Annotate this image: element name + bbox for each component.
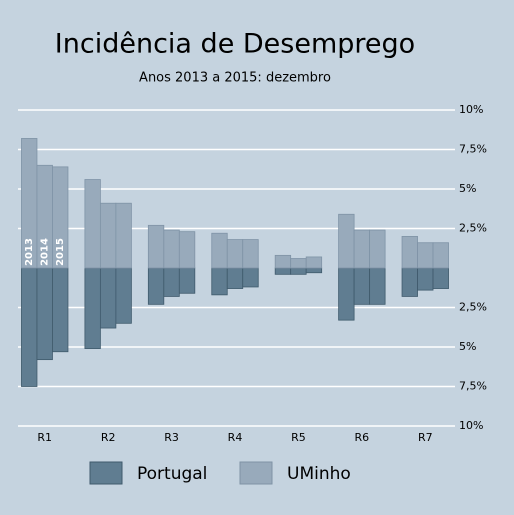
bar [401,235,418,269]
bar [226,239,244,269]
bar [52,166,69,269]
chart-subtitle: Anos 2013 a 2015: dezembro [139,71,331,86]
bar [163,229,180,269]
x-tick-label: R7 [418,431,433,444]
bar [84,267,101,349]
y-tick-label: 2,5% [459,301,487,314]
bar [226,267,244,289]
bar [274,267,292,275]
legend-swatch [89,461,123,485]
x-tick-label: R6 [355,431,370,444]
bar [242,239,259,269]
bar [274,254,292,269]
bar [353,267,371,305]
bar [21,267,38,387]
bar [99,267,117,329]
x-tick-label: R5 [291,431,306,444]
chart-title: Incidência de Desemprego [55,29,415,60]
bar [290,258,307,269]
bar [36,267,53,361]
bar [99,202,117,269]
year-label: 2013 [24,238,35,266]
bar [147,267,165,305]
x-tick-label: R4 [228,431,243,444]
bar [305,267,323,274]
y-tick-label: 2,5% [459,222,487,235]
bar [417,267,434,291]
bar [178,267,196,294]
y-tick-label: 10% [459,103,483,116]
bar [147,224,165,269]
bar [417,242,434,269]
bar [211,267,228,296]
bar [163,267,180,297]
bar [401,267,418,297]
x-tick-label: R3 [164,431,179,444]
year-label: 2015 [55,238,66,266]
bar [115,267,132,324]
y-tick-label: 10% [459,419,483,432]
bar [432,242,449,269]
bar [290,267,307,275]
bar [242,267,259,288]
legend-label: UMinho [287,464,351,484]
x-tick-label: R1 [37,431,52,444]
legend-swatch [239,461,273,485]
x-tick-label: R2 [101,431,116,444]
bar [211,232,228,269]
y-tick-label: 5% [459,182,476,195]
y-tick-label: 7,5% [459,143,487,156]
bar [52,267,69,353]
year-label: 2014 [40,238,51,266]
legend-label: Portugal [137,464,207,484]
bar [432,267,449,289]
bar [338,213,355,269]
bar [353,229,371,269]
bar [178,231,196,269]
bar [338,267,355,321]
bar [115,202,132,269]
bar [305,256,323,269]
bar [369,267,386,305]
y-tick-label: 7,5% [459,380,487,393]
y-tick-label: 5% [459,340,476,353]
bar [84,179,101,269]
bar [369,229,386,269]
